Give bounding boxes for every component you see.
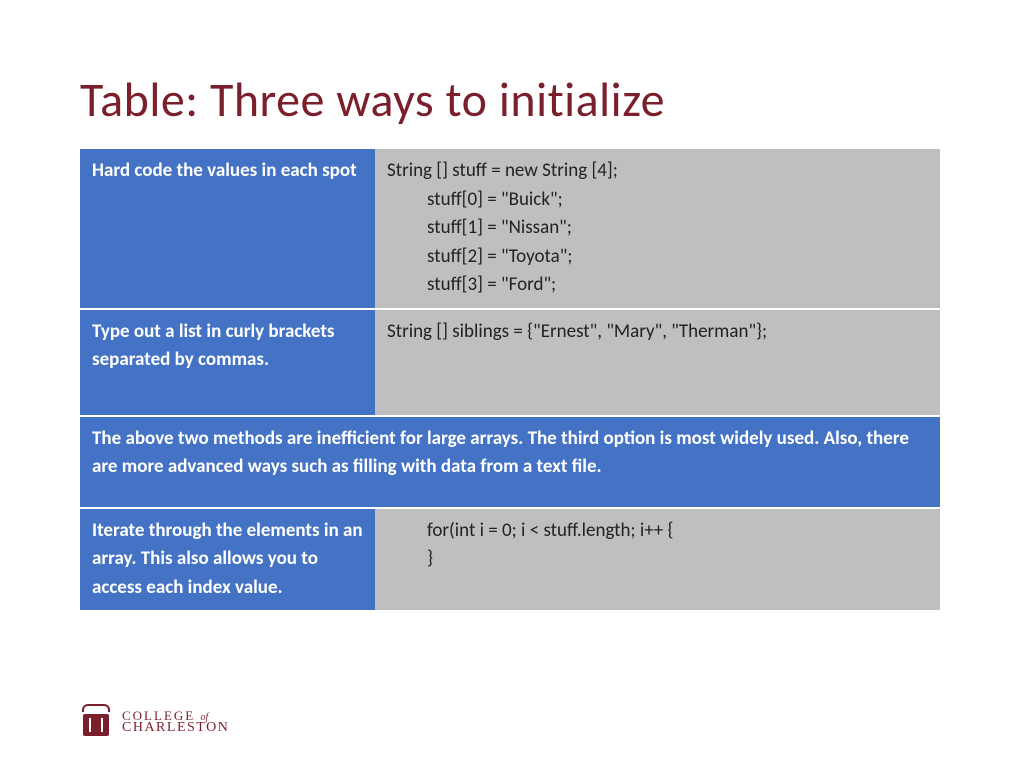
table-row: Hard code the values in each spot String… bbox=[80, 149, 940, 308]
footer-logo: COLLEGE of CHARLESTON bbox=[80, 704, 229, 740]
table-row: Type out a list in curly brackets separa… bbox=[80, 310, 940, 415]
code-line: for(int i = 0; i < stuff.length; i++ { bbox=[387, 517, 928, 546]
code-line: } bbox=[387, 545, 928, 574]
row4-label: Iterate through the elements in an array… bbox=[80, 509, 375, 611]
college-wordmark: COLLEGE of CHARLESTON bbox=[122, 710, 229, 735]
code-line: String [] stuff = new String [4]; bbox=[387, 157, 928, 186]
table-row: The above two methods are inefficient fo… bbox=[80, 417, 940, 507]
row3-note: The above two methods are inefficient fo… bbox=[80, 417, 940, 507]
table-row: Iterate through the elements in an array… bbox=[80, 509, 940, 611]
code-line: stuff[0] = "Buick"; bbox=[387, 186, 928, 215]
row1-label: Hard code the values in each spot bbox=[80, 149, 375, 308]
slide: Table: Three ways to initialize Hard cod… bbox=[0, 0, 1024, 612]
code-line: stuff[3] = "Ford"; bbox=[387, 271, 928, 300]
row2-label: Type out a list in curly brackets separa… bbox=[80, 310, 375, 415]
college-seal-icon bbox=[80, 704, 112, 740]
row2-code: String [] siblings = {"Ernest", "Mary", … bbox=[375, 310, 940, 415]
slide-title: Table: Three ways to initialize bbox=[80, 70, 984, 129]
code-line: stuff[1] = "Nissan"; bbox=[387, 214, 928, 243]
wordmark-line2: CHARLESTON bbox=[122, 722, 229, 735]
init-table: Hard code the values in each spot String… bbox=[80, 147, 940, 612]
row4-code: for(int i = 0; i < stuff.length; i++ { } bbox=[375, 509, 940, 611]
row1-code: String [] stuff = new String [4]; stuff[… bbox=[375, 149, 940, 308]
code-line: stuff[2] = "Toyota"; bbox=[387, 243, 928, 272]
